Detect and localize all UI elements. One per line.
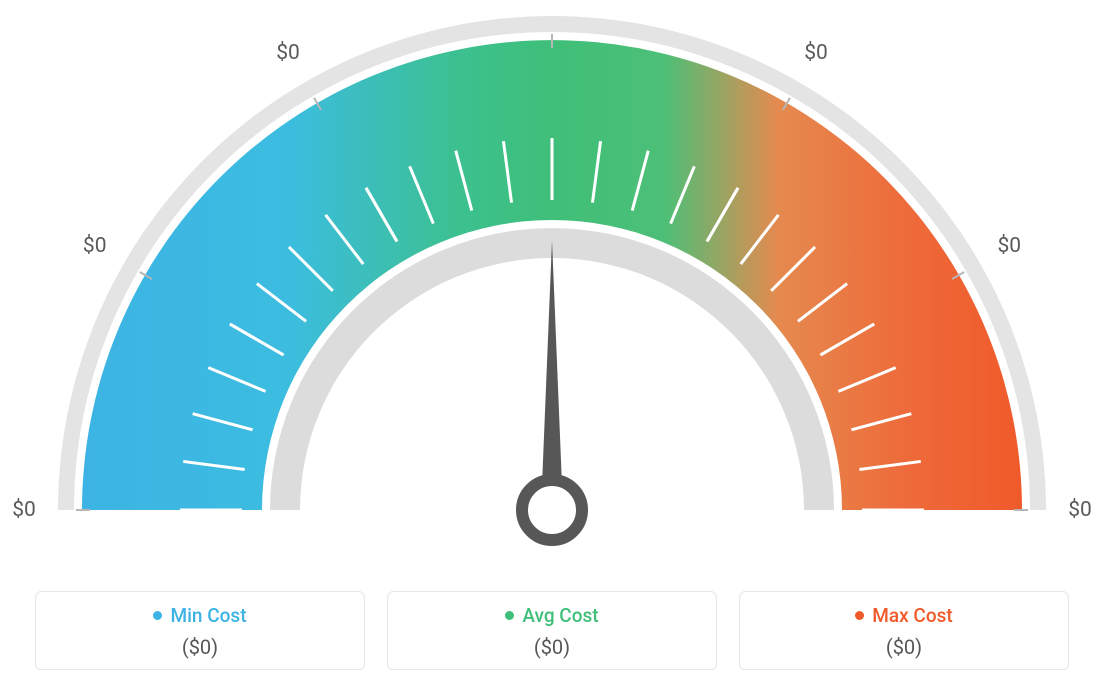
legend-value: ($0) [750, 635, 1058, 659]
legend-label: Avg Cost [522, 604, 598, 627]
legend-title-min: Min Cost [153, 604, 246, 627]
dot-icon [153, 611, 162, 620]
gauge-tick-label: $0 [12, 498, 36, 522]
legend-row: Min Cost ($0) Avg Cost ($0) Max Cost ($0… [0, 591, 1104, 670]
dot-icon [855, 611, 864, 620]
legend-card-max: Max Cost ($0) [739, 591, 1069, 670]
gauge-tick-label: $0 [1068, 498, 1092, 522]
legend-card-avg: Avg Cost ($0) [387, 591, 717, 670]
gauge-svg [32, 0, 1072, 570]
gauge-tick-label: $0 [276, 41, 300, 65]
gauge-tick-label: $0 [997, 234, 1021, 258]
gauge-tick-label: $0 [804, 41, 828, 65]
legend-card-min: Min Cost ($0) [35, 591, 365, 670]
gauge-chart: $0$0$0$0$0$0$0 [32, 0, 1072, 570]
legend-value: ($0) [46, 635, 354, 659]
gauge-tick-label: $0 [83, 234, 107, 258]
legend-title-avg: Avg Cost [505, 604, 598, 627]
dot-icon [505, 611, 514, 620]
legend-label: Min Cost [170, 604, 246, 627]
legend-label: Max Cost [872, 604, 952, 627]
legend-value: ($0) [398, 635, 706, 659]
legend-title-max: Max Cost [855, 604, 952, 627]
